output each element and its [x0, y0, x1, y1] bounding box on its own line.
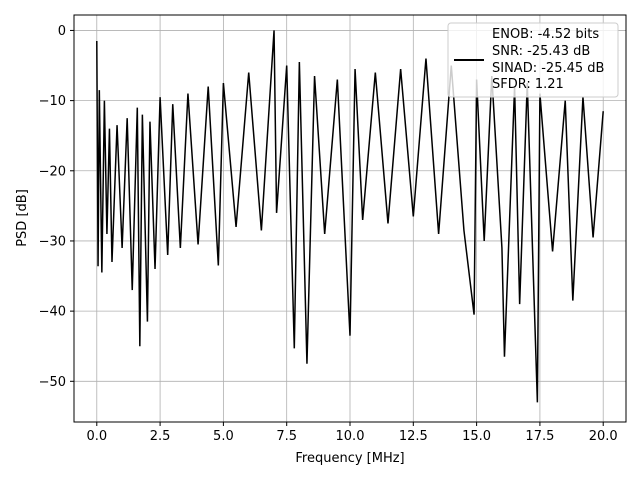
legend-box	[447, 22, 619, 98]
x-tick-label: 15.0	[462, 429, 491, 444]
y-axis-ticks: 0 −10 −20 −30 −40 −50	[39, 24, 74, 390]
x-tick-label: 20.0	[589, 429, 618, 444]
x-tick-label: 2.5	[150, 429, 171, 444]
psd-series-line	[96, 30, 604, 403]
y-axis-label: PSD [dB]	[15, 189, 30, 247]
x-axis-ticks: 0.0 2.5 5.0 7.5 10.0 12.5 15.0 17.5 20.0	[86, 422, 618, 444]
y-tick-label: −50	[39, 375, 66, 390]
series-layer	[96, 30, 604, 403]
y-tick-label: −10	[39, 94, 66, 109]
x-axis-label: Frequency [MHz]	[295, 451, 404, 466]
legend-sinad: SINAD: -25.45 dB	[492, 61, 604, 76]
y-tick-label: −20	[39, 164, 66, 179]
legend-sfdr: SFDR: 1.21	[492, 77, 564, 92]
x-tick-label: 17.5	[525, 429, 554, 444]
legend-snr: SNR: -25.43 dB	[492, 44, 590, 59]
x-tick-label: 5.0	[213, 429, 234, 444]
x-tick-label: 0.0	[86, 429, 107, 444]
legend-enob: ENOB: -4.52 bits	[492, 27, 599, 42]
x-tick-label: 10.0	[336, 429, 365, 444]
legend: ENOB: -4.52 bits SNR: -25.43 dB SINAD: -…	[447, 22, 619, 98]
x-tick-label: 7.5	[276, 429, 297, 444]
x-tick-label: 12.5	[399, 429, 428, 444]
y-tick-label: −30	[39, 234, 66, 249]
y-tick-label: 0	[58, 24, 66, 39]
y-tick-label: −40	[39, 305, 66, 320]
plot-area	[96, 30, 604, 403]
